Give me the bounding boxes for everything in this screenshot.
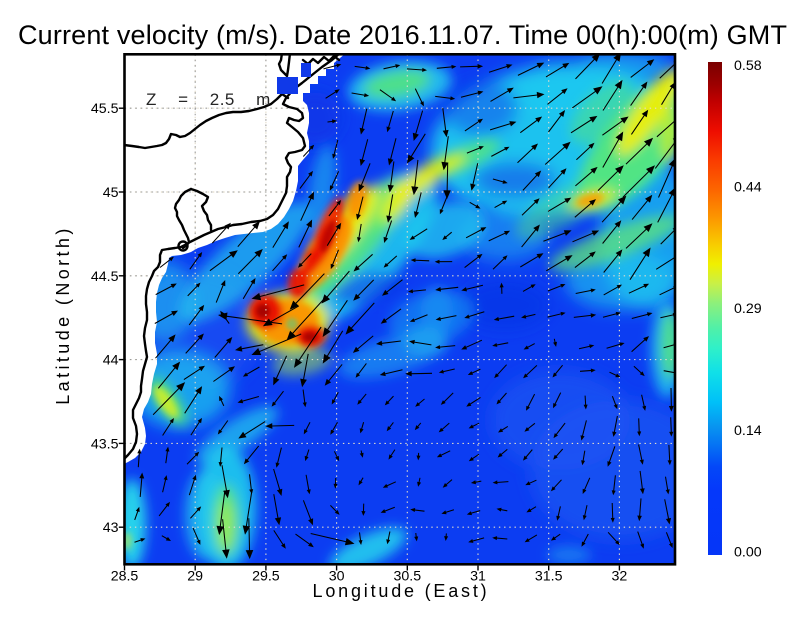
svg-text:Latitude (North): Latitude (North) <box>53 225 73 404</box>
svg-text:29: 29 <box>187 569 203 585</box>
svg-text:31.5: 31.5 <box>535 569 563 585</box>
svg-text:43: 43 <box>103 520 119 536</box>
svg-text:30: 30 <box>329 569 345 585</box>
svg-text:43.5: 43.5 <box>91 436 119 452</box>
svg-text:Current velocity (m/s). Date 2: Current velocity (m/s). Date 2016.11.07.… <box>18 20 787 50</box>
svg-text:30.5: 30.5 <box>393 569 421 585</box>
svg-text:Z = 2.5 m: Z = 2.5 m <box>146 90 271 109</box>
svg-text:0.00: 0.00 <box>734 544 762 560</box>
svg-text:44.5: 44.5 <box>91 269 119 285</box>
svg-text:44: 44 <box>103 353 119 369</box>
svg-text:45.5: 45.5 <box>91 101 119 117</box>
svg-text:28.5: 28.5 <box>111 569 139 585</box>
svg-text:0.29: 0.29 <box>734 301 762 317</box>
svg-text:0.44: 0.44 <box>734 180 762 196</box>
svg-text:29.5: 29.5 <box>252 569 280 585</box>
svg-text:0.14: 0.14 <box>734 423 762 439</box>
svg-text:32: 32 <box>612 569 628 585</box>
svg-text:Longitude (East): Longitude (East) <box>313 581 490 601</box>
svg-text:45: 45 <box>103 185 119 201</box>
svg-text:0.58: 0.58 <box>734 58 762 74</box>
svg-text:31: 31 <box>470 569 486 585</box>
